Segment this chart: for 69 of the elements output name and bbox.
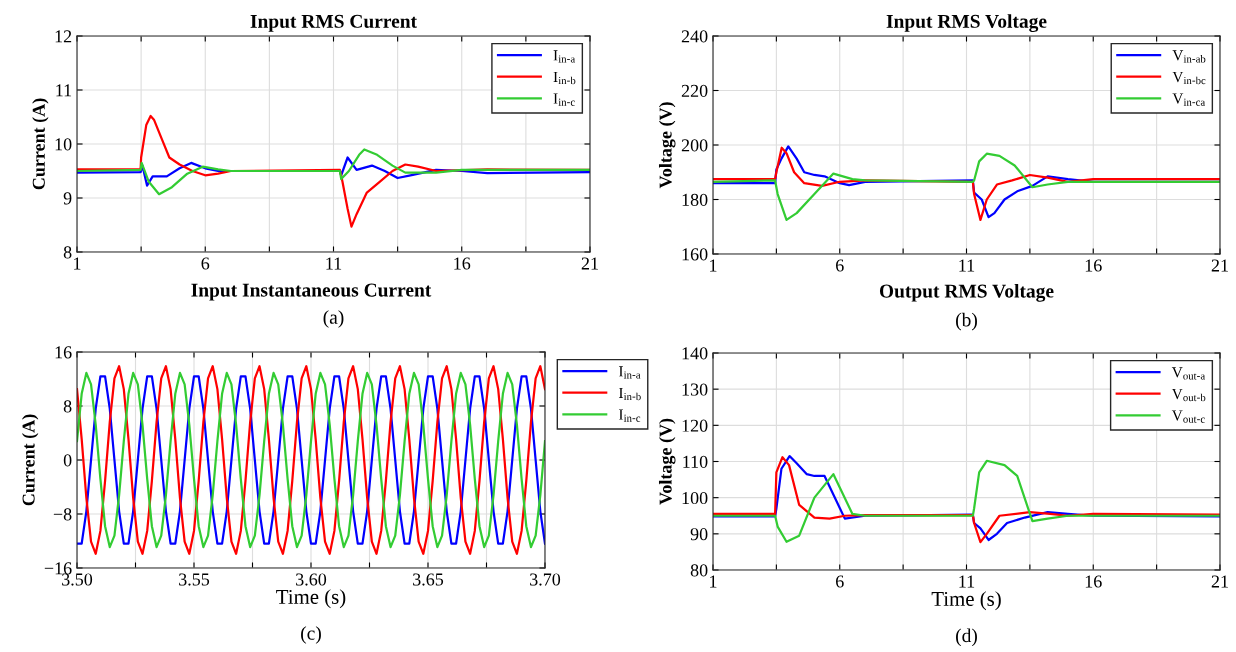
x-tick-label: 3.65 [413, 573, 444, 586]
x-tick-label: 1 [710, 259, 717, 272]
y-tick-label: 100 [682, 491, 708, 505]
y-tick-label: 180 [682, 193, 708, 206]
y-tick-label: 240 [681, 30, 708, 43]
y-tick-label: −8 [53, 508, 72, 521]
legend-label: V$_{out-c}$ [1171, 410, 1205, 423]
y-tick-label: 90 [690, 528, 708, 541]
x-tick-label: 3.70 [530, 573, 561, 586]
legend-label: I$_{in-c}$ [553, 93, 575, 106]
y-tick-label: 120 [682, 419, 708, 432]
y-axis-title: Current (A) [32, 98, 49, 190]
chart-title: Input Instantaneous Current [191, 283, 432, 301]
legend-label: V$_{in-ab}$ [1172, 50, 1206, 63]
y-tick-label: 220 [681, 84, 708, 97]
y-tick-label: 200 [681, 139, 708, 152]
x-tick-label: 3.50 [62, 573, 93, 586]
y-tick-label: 80 [690, 564, 708, 577]
y-tick-label: −16 [44, 562, 72, 575]
text: (c) [301, 626, 321, 644]
x-tick-label: 3.55 [179, 573, 210, 586]
x-tick-label: 3.60 [296, 573, 327, 586]
legend-label: V$_{out-b}$ [1171, 388, 1206, 402]
y-axis-title: Voltage (V) [658, 418, 676, 505]
y-tick-label: 110 [683, 455, 708, 468]
y-tick-label: 8 [63, 246, 72, 259]
legend-label: V$_{in-ca}$ [1172, 93, 1206, 106]
legend-label: I$_{in-c}$ [618, 409, 641, 422]
x-tick-label: 21 [1211, 259, 1228, 272]
chart-title: Input RMS Voltage [886, 14, 1047, 32]
x-axis-title: Time (s) [931, 591, 1001, 611]
text: (a) [323, 310, 344, 328]
x-tick-label: 1 [710, 575, 717, 588]
y-tick-label: 12 [55, 30, 72, 43]
x-axis-title: Time (s) [276, 589, 346, 609]
legend-label: I$_{in-b}$ [553, 71, 576, 85]
x-tick-label: 21 [1211, 575, 1228, 588]
y-tick-label: 16 [55, 346, 72, 359]
y-tick-label: 160 [682, 248, 708, 261]
x-tick-label: 11 [326, 257, 342, 270]
x-tick-label: 11 [959, 575, 975, 588]
legend-label: I$_{in-a}$ [618, 366, 641, 379]
x-tick-label: 6 [836, 259, 844, 272]
y-tick-label: 130 [682, 383, 708, 396]
x-tick-label: 6 [201, 257, 210, 270]
y-axis-title: Voltage (V) [658, 102, 676, 189]
x-tick-label: 16 [454, 257, 471, 270]
legend-label: V$_{in-bc}$ [1172, 71, 1206, 85]
x-tick-label: 11 [959, 259, 975, 272]
y-tick-label: 140 [682, 347, 708, 360]
y-axis-title: Current (A) [21, 414, 39, 506]
y-tick-label: 9 [63, 192, 72, 205]
chart-title: Input RMS Current [250, 14, 417, 32]
y-tick-label: 0 [63, 454, 72, 467]
y-tick-label: 10 [55, 138, 72, 151]
x-tick-label: 6 [836, 575, 844, 588]
x-tick-label: 16 [1085, 259, 1102, 272]
x-tick-label: 21 [581, 257, 598, 270]
text: (d) [956, 628, 977, 647]
x-tick-label: 16 [1085, 575, 1102, 588]
chart-title: Output RMS Voltage [879, 283, 1054, 302]
legend-label: V$_{out-a}$ [1171, 367, 1205, 380]
y-tick-label: 11 [56, 84, 72, 97]
x-tick-label: 1 [74, 257, 81, 270]
y-tick-label: 8 [63, 400, 72, 413]
legend-label: I$_{in-a}$ [553, 50, 576, 63]
line-series [77, 148, 590, 196]
legend-label: I$_{in-b}$ [618, 387, 641, 401]
text: (b) [956, 312, 977, 331]
